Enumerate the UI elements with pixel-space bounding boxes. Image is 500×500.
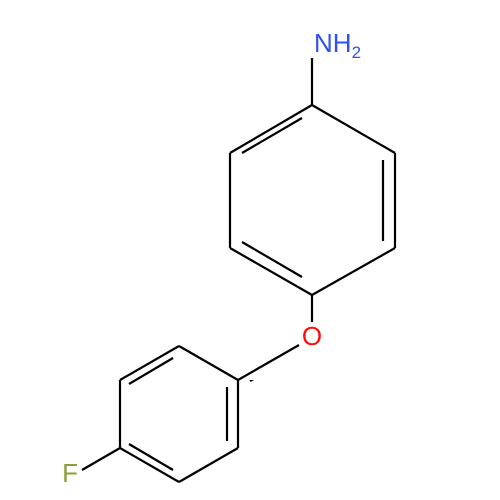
svg-text:NH2: NH2 — [314, 28, 361, 62]
aniline-ring — [230, 105, 395, 295]
fluorine-atom-label: F — [62, 458, 78, 488]
oxygen-atom-label-fix: O — [302, 321, 322, 351]
amine-label: NH2 — [314, 28, 361, 62]
nh-text: NH — [314, 28, 352, 58]
molecule-diagram: O O F NH2 — [0, 0, 500, 500]
bond-c-f — [82, 448, 120, 470]
nh2-subscript: 2 — [352, 43, 361, 62]
fluorophenyl-ring — [120, 346, 238, 482]
